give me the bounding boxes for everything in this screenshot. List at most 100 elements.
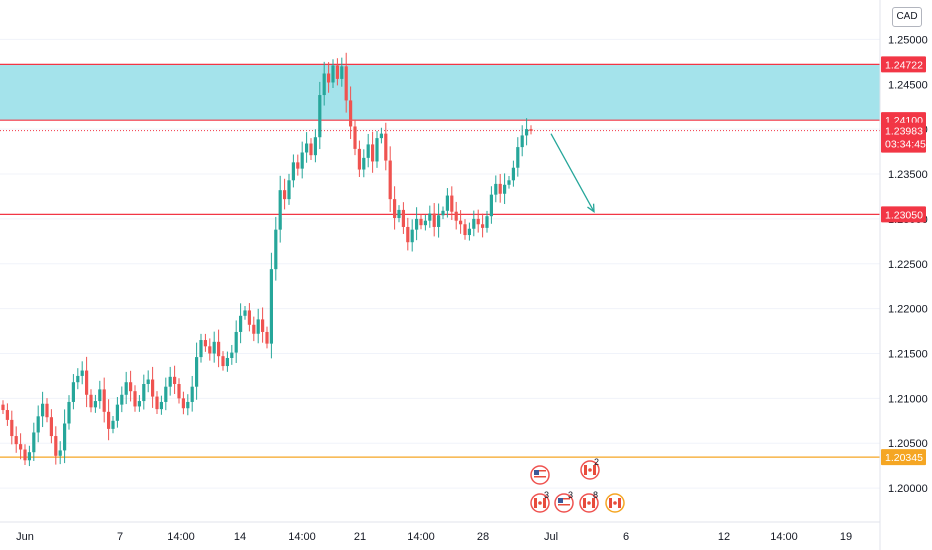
us-event-icon[interactable] [530,465,550,485]
ca-event-icon[interactable] [605,493,625,513]
resistance-zone [0,64,880,121]
candle-body [234,331,238,353]
candle-body [124,382,128,395]
candle-body [437,215,441,227]
y-tick-label: 1.22000 [888,304,928,316]
candle-body [120,394,124,405]
event-count: 3 [544,490,549,500]
maple-leaf [587,501,591,505]
candle-body [313,137,317,156]
candle-body [115,404,119,421]
candle-body [344,66,348,101]
flag-band [609,498,612,508]
x-tick-label: Jul [544,531,558,543]
us-event-icon[interactable]: 3 [554,490,574,513]
candle-body [269,269,273,344]
candle-body [520,135,524,148]
x-tick-label: 14:00 [770,531,798,543]
economic-events[interactable]: 2 3 3 8 [530,457,625,513]
candle-body [164,386,168,402]
flag-stripe [558,501,570,503]
candle-body [467,228,471,236]
candle-body [278,190,282,230]
y-tick-label: 1.23500 [888,169,928,181]
last-price-label: 1.23983 [885,126,923,138]
candle-body [296,162,300,169]
x-tick-label: 19 [840,531,852,543]
candle-body [137,401,141,407]
candle-body [199,340,203,358]
candle-body [142,384,146,402]
candle-body [401,209,405,227]
candle-body [485,216,489,228]
arrow-shaft [550,133,595,213]
flag-stripe [534,479,546,481]
x-tick-label: 21 [354,531,366,543]
y-tick-label: 1.21000 [888,393,928,405]
candle-body [1,404,5,411]
candle-body [85,370,89,395]
candle-body [507,180,511,185]
candle-body [300,152,304,169]
candle-body [450,195,454,212]
price-badge [881,449,926,466]
candle-body [353,126,357,149]
candle-body [71,382,75,402]
candle-body [379,133,383,139]
candle-body [419,218,423,226]
ca-event-icon[interactable]: 8 [579,490,599,513]
candle-body [221,356,225,367]
candlestick-series [1,52,533,467]
candle-body [111,420,115,429]
candle-body [36,416,40,433]
flag-stripe [558,504,570,506]
maple-leaf [613,501,617,505]
currency-selector[interactable]: CAD [892,7,922,27]
candle-body [410,229,414,243]
event-ring [530,465,550,485]
candle-body [186,401,190,409]
flag-canton [534,470,539,475]
candle-body [406,226,410,243]
x-tick-label: 6 [623,531,629,543]
candle-body [511,167,515,181]
candle-body [247,310,251,325]
zone-fill [0,64,880,121]
candle-body [305,143,309,153]
candle-body [287,180,291,200]
candle-body [168,376,172,387]
candle-body [89,394,93,408]
candle-body [146,379,150,385]
candle-body [494,183,498,195]
event-count: 3 [568,490,573,500]
candle-body [463,224,467,236]
candle-body [195,357,199,387]
candle-body [388,160,392,200]
flag-band [592,498,595,508]
y-tick-label: 1.20000 [888,483,928,495]
candle-body [459,220,463,225]
candle-body [212,341,216,354]
horizontal-levels[interactable] [0,63,880,458]
candle-body [256,319,260,334]
candle-body [217,341,221,357]
candle-body [516,147,520,168]
candle-body [423,220,427,226]
candle-body [98,389,102,402]
trend-arrow[interactable] [550,133,595,214]
candle-body [445,195,449,211]
flag-stripe [558,507,570,509]
candle-body [489,194,493,217]
ca-event-icon[interactable]: 2 [580,457,600,480]
flag-band [618,498,621,508]
candle-body [503,184,507,194]
x-tick-label: 14 [234,531,246,543]
x-tick-label: Jun [16,531,34,543]
candle-body [283,190,287,200]
candle-body [432,213,436,227]
candle-body [472,218,476,229]
candle-body [454,211,458,221]
ca-event-icon[interactable]: 3 [530,490,550,513]
flag-stripe [534,473,546,475]
